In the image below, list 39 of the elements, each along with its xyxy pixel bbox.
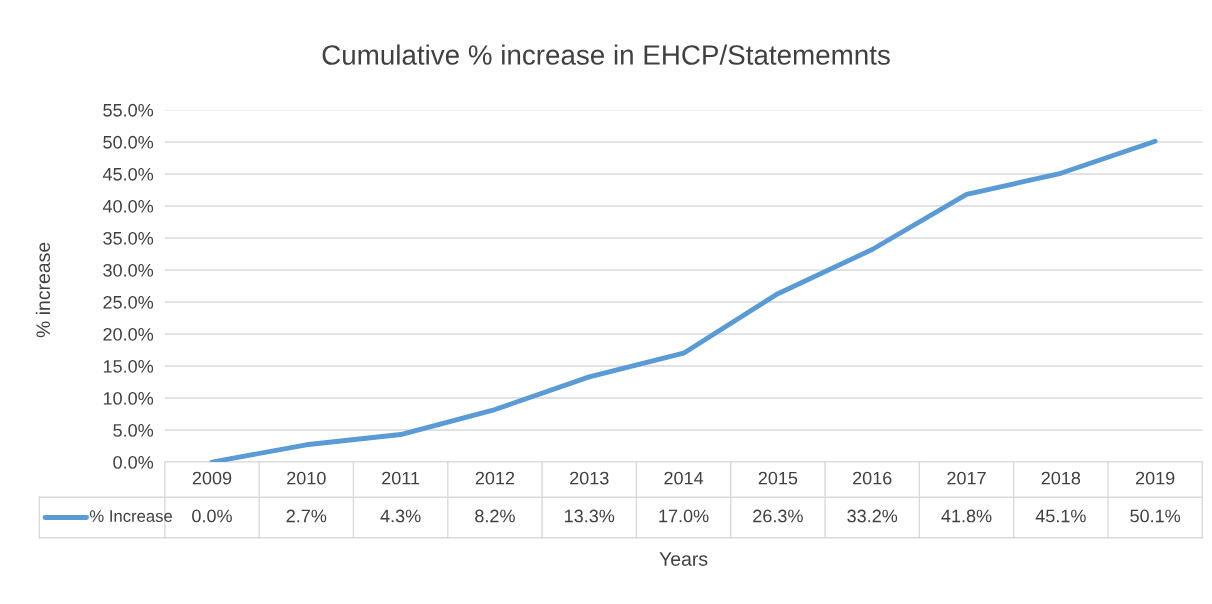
data-label: 17.0% xyxy=(659,509,709,523)
y-tick-label: 45.0% xyxy=(102,167,154,181)
data-label: 41.8% xyxy=(941,509,992,523)
x-tick-label: 2013 xyxy=(570,471,609,485)
chart-title: Cumulative % increase in EHCP/Statememnts xyxy=(322,44,890,65)
data-label: 4.3% xyxy=(380,509,421,523)
data-label: 50.1% xyxy=(1130,509,1181,523)
x-tick-label: 2019 xyxy=(1135,471,1175,485)
data-label: 0.0% xyxy=(192,509,232,523)
y-tick-label: 0.0% xyxy=(113,455,154,469)
x-axis-title: Years xyxy=(659,552,708,566)
y-tick-label: 35.0% xyxy=(103,231,154,245)
x-tick-label: 2016 xyxy=(853,471,892,485)
x-tick-label: 2014 xyxy=(664,471,704,485)
y-tick-label: 25.0% xyxy=(103,295,154,309)
data-label: 8.2% xyxy=(475,509,515,523)
x-tick-label: 2017 xyxy=(947,471,986,485)
data-label: 33.2% xyxy=(847,509,898,523)
data-label: 45.1% xyxy=(1035,509,1086,523)
data-label: 26.3% xyxy=(753,509,803,523)
data-label: 2.7% xyxy=(286,509,327,523)
x-tick-label: 2011 xyxy=(382,471,420,485)
x-tick-label: 2012 xyxy=(475,471,515,485)
y-axis-title: % increase xyxy=(35,242,51,338)
y-tick-label: 55.0% xyxy=(103,103,154,117)
x-tick-label: 2009 xyxy=(192,471,232,485)
x-tick-label: 2015 xyxy=(758,471,798,485)
legend-label: % Increase xyxy=(89,510,173,522)
y-tick-label: 20.0% xyxy=(103,327,154,341)
y-tick-label: 50.0% xyxy=(103,135,154,149)
y-tick-label: 10.0% xyxy=(103,391,154,405)
x-tick-label: 2010 xyxy=(287,471,326,485)
line-series xyxy=(209,138,1158,463)
data-label: 13.3% xyxy=(565,509,615,523)
x-tick-label: 2018 xyxy=(1041,471,1081,485)
y-tick-label: 15.0% xyxy=(103,359,154,373)
y-tick-label: 30.0% xyxy=(103,263,154,277)
y-tick-label: 5.0% xyxy=(113,423,154,437)
y-tick-label: 40.0% xyxy=(102,199,154,213)
